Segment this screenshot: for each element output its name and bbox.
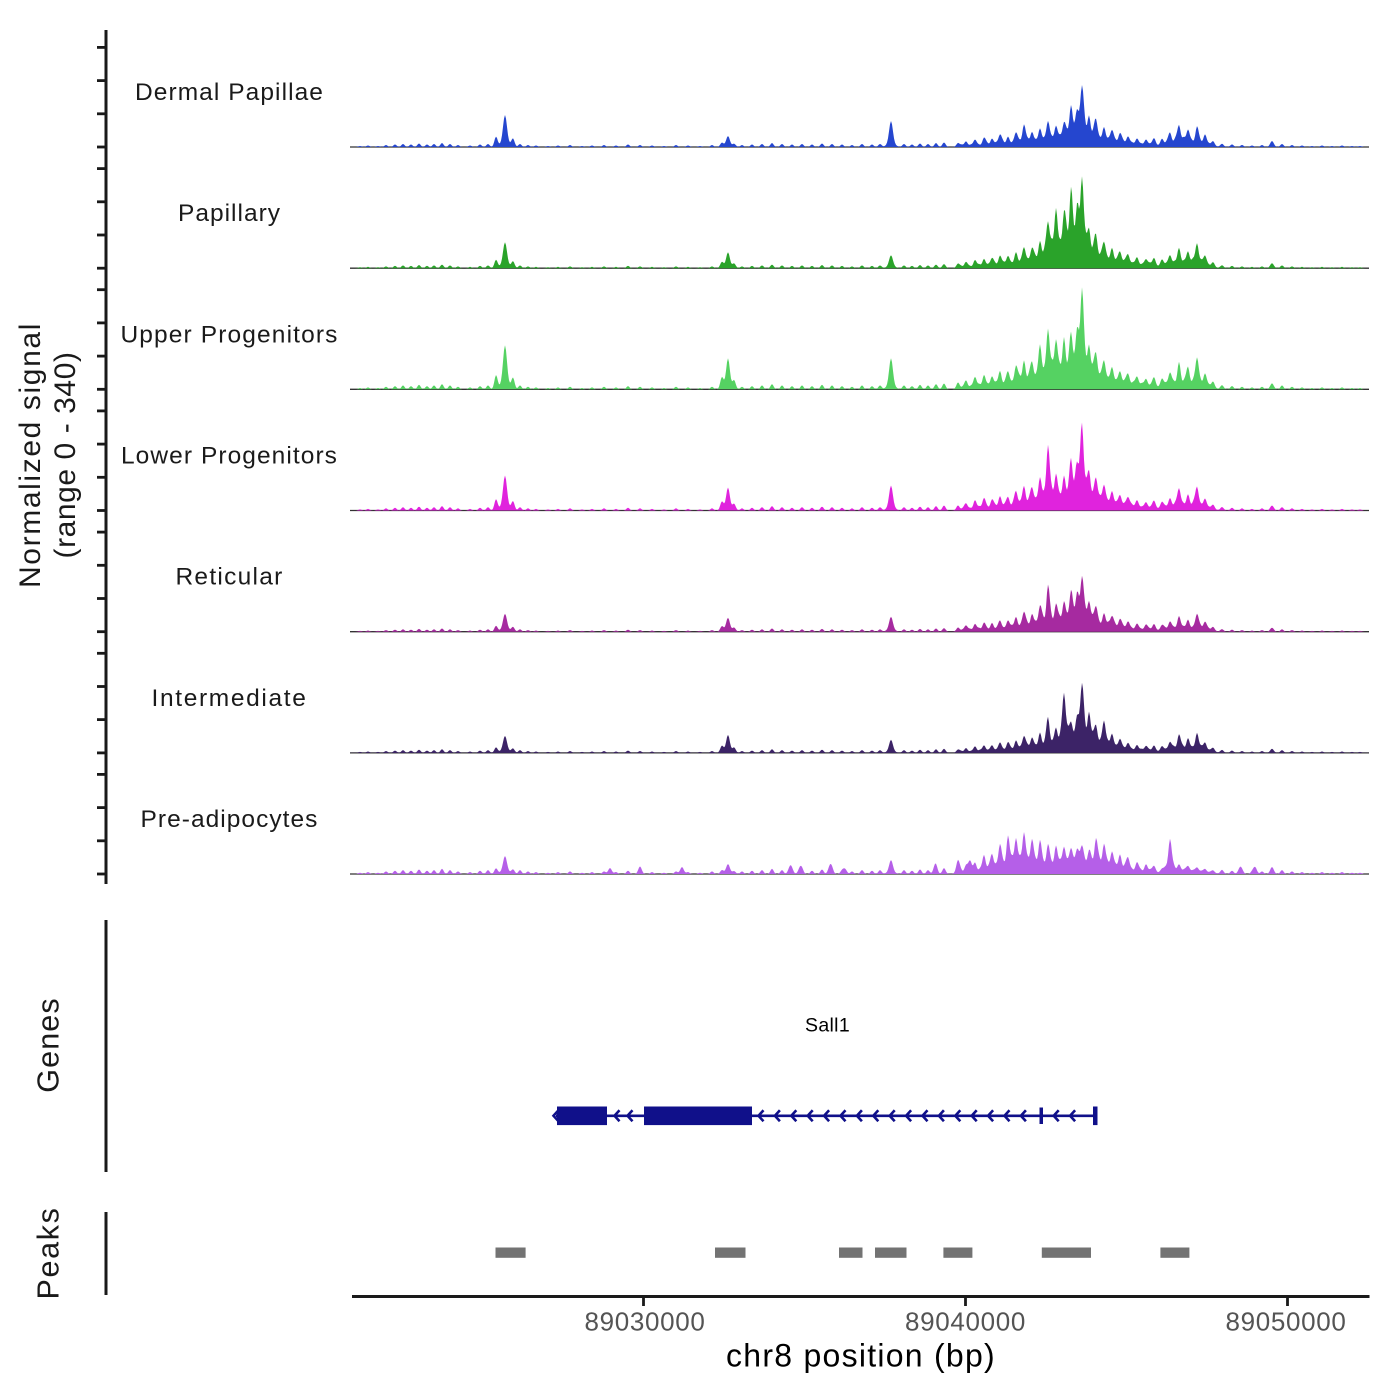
svg-text:Intermediate: Intermediate: [152, 685, 308, 712]
svg-text:chr8 position (bp): chr8 position (bp): [726, 1338, 996, 1374]
svg-text:89030000: 89030000: [585, 1307, 706, 1337]
svg-text:Papillary: Papillary: [178, 200, 281, 227]
svg-text:Peaks: Peaks: [32, 1207, 66, 1300]
svg-text:Sall1: Sall1: [805, 1015, 850, 1037]
svg-text:89040000: 89040000: [905, 1307, 1026, 1337]
svg-text:Lower Progenitors: Lower Progenitors: [121, 443, 338, 470]
svg-text:Pre-adipocytes: Pre-adipocytes: [141, 806, 319, 833]
svg-text:Reticular: Reticular: [175, 564, 283, 591]
svg-text:Upper Progenitors: Upper Progenitors: [120, 321, 338, 348]
svg-text:89050000: 89050000: [1226, 1307, 1347, 1337]
svg-text:Normalized signal: Normalized signal: [14, 322, 47, 588]
svg-text:Genes: Genes: [32, 997, 66, 1092]
svg-text:Dermal Papillae: Dermal Papillae: [135, 79, 324, 106]
svg-text:(range 0 - 340): (range 0 - 340): [49, 352, 82, 559]
